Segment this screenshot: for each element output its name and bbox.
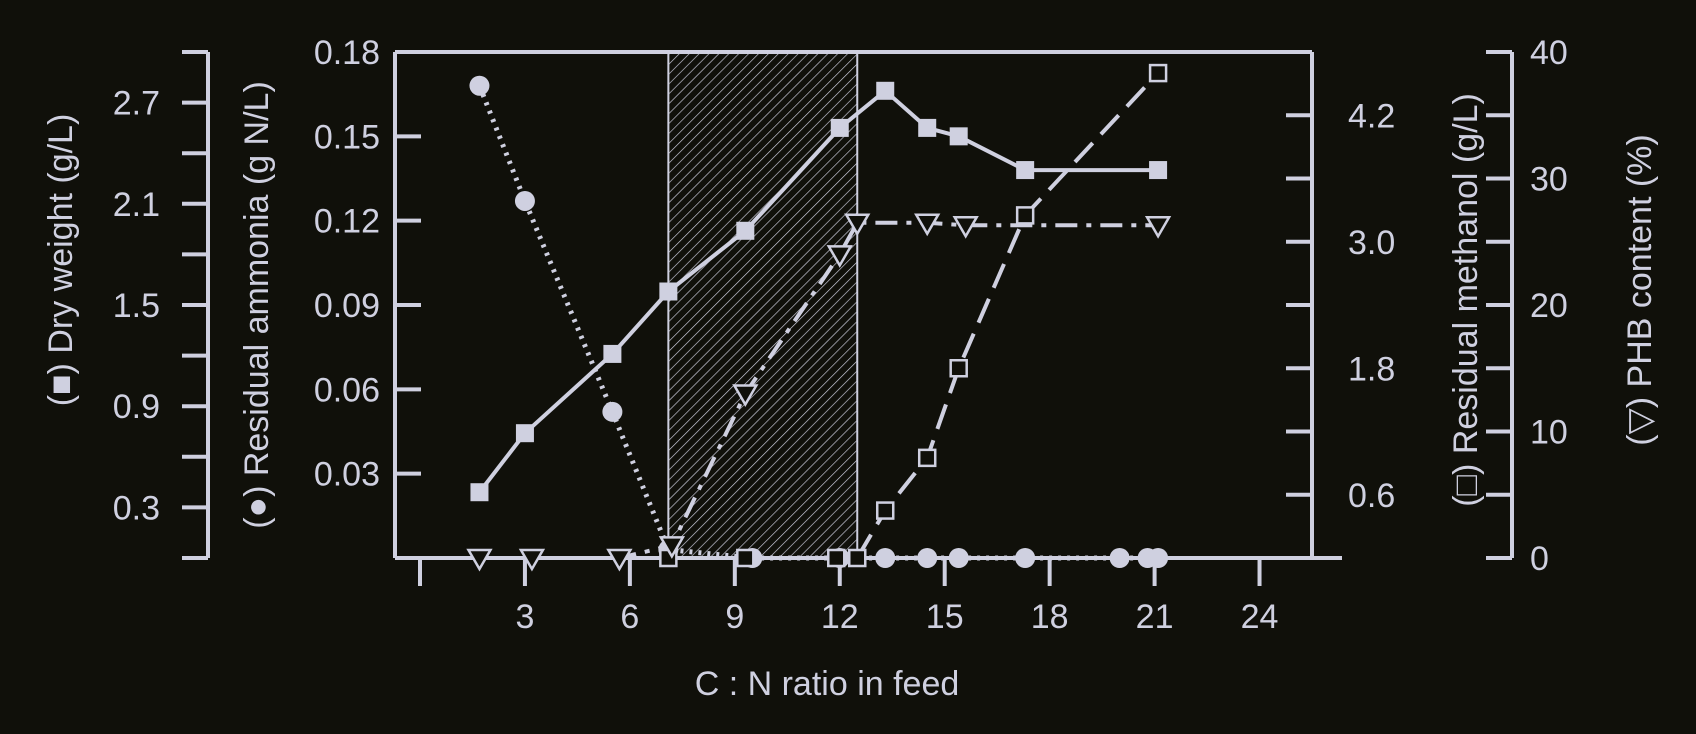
phb-axis-label: (▽) PHB content (%) — [1621, 134, 1659, 445]
phb-tick-label: 20 — [1530, 287, 1568, 325]
dry-weight-point — [1149, 161, 1168, 180]
x-axis-label: C : N ratio in feed — [695, 665, 960, 703]
series — [466, 63, 1172, 572]
methanol-point — [827, 548, 846, 568]
dry-weight-point — [515, 424, 534, 443]
shaded-region — [667, 51, 859, 559]
x-tick-label: 12 — [821, 598, 859, 636]
ammonia-point — [875, 548, 896, 568]
dry-weight-point — [470, 483, 489, 502]
phb-tick-label: 0 — [1530, 540, 1549, 578]
phb-tick-label: 40 — [1530, 34, 1568, 72]
dry-weight-point — [1016, 161, 1035, 180]
ammonia-point — [1148, 548, 1169, 568]
ammonia-tick-label: 0.15 — [314, 118, 380, 156]
methanol-axis-label: (□) Residual methanol (g/L) — [1447, 93, 1485, 507]
dry-weight-tick-label: 2.7 — [113, 85, 160, 123]
methanol-point — [1015, 206, 1035, 225]
ammonia-point — [917, 548, 938, 568]
dry-weight-tick-label: 1.5 — [113, 287, 160, 325]
phb-point — [466, 548, 493, 572]
ammonia-tick-label: 0.03 — [314, 456, 380, 494]
ammonia-point — [602, 401, 623, 422]
ammonia-point — [948, 548, 969, 568]
x-tick-label: 6 — [620, 598, 639, 636]
phb-tick-label: 10 — [1530, 414, 1568, 452]
plot-frame — [395, 50, 1342, 560]
methanol-point — [949, 359, 968, 378]
ammonia-point — [469, 75, 490, 96]
phb-point — [952, 216, 979, 239]
ammonia-point — [514, 190, 535, 211]
hatched-band — [667, 51, 859, 559]
methanol-tick-label: 3.0 — [1348, 224, 1395, 262]
phb-series-line — [479, 220, 1159, 560]
phb-point — [844, 213, 871, 237]
methanol-point — [875, 501, 895, 520]
dry-weight-point — [659, 282, 678, 301]
ammonia-tick-label: 0.12 — [314, 203, 380, 241]
methanol-point — [917, 448, 937, 468]
methanol-point — [736, 548, 755, 568]
phb-tick-label: 30 — [1530, 161, 1568, 199]
ammonia-point — [1015, 548, 1036, 568]
axes: 3 6 9 12 15 18 21 24 0.3 0.9 1.5 2.1 2.7 0.03 0.06 0.09… — [113, 34, 1568, 636]
x-tick-label: 3 — [515, 598, 534, 636]
phb-point — [606, 548, 633, 572]
dry-weight-point — [603, 344, 622, 363]
dry-weight-axis-label: (■) Dry weight (g/L) — [42, 114, 80, 407]
dry-weight-point — [918, 118, 937, 137]
phb-point — [732, 384, 759, 408]
dry-weight-tick-label: 2.1 — [113, 186, 160, 224]
phb-point — [518, 548, 546, 572]
methanol-tick-label: 4.2 — [1348, 97, 1395, 135]
methanol-tick-label: 1.8 — [1348, 350, 1395, 388]
x-tick-label: 24 — [1241, 598, 1279, 636]
ammonia-tick-label: 0.09 — [314, 287, 380, 325]
x-tick-label: 15 — [926, 598, 964, 636]
phb-point — [914, 213, 941, 237]
dry-weight-point — [736, 221, 755, 240]
ammonia-tick-label: 0.06 — [314, 371, 380, 409]
dry-weight-point — [830, 118, 849, 137]
dry-weight-tick-label: 0.9 — [113, 388, 160, 426]
x-tick-label: 9 — [725, 598, 744, 636]
phb-point — [658, 536, 686, 559]
ammonia-tick-label: 0.18 — [314, 34, 380, 72]
ammonia-point — [1109, 548, 1130, 568]
ammonia-axis-label: (●) Residual ammonia (g N/L) — [238, 81, 276, 529]
dry-weight-point — [876, 81, 895, 100]
dry-weight-tick-label: 0.3 — [113, 489, 160, 527]
methanol-point — [1148, 63, 1168, 83]
phb-point — [826, 245, 853, 268]
dry-weight-point — [949, 127, 968, 146]
methanol-tick-label: 0.6 — [1348, 477, 1395, 515]
methanol-point — [848, 548, 867, 568]
x-tick-label: 18 — [1031, 598, 1069, 636]
axis-labels: C : N ratio in feed (■) Dry weight (g/L)… — [42, 81, 1659, 703]
x-tick-label: 21 — [1136, 598, 1174, 636]
phb-point — [1144, 216, 1172, 239]
